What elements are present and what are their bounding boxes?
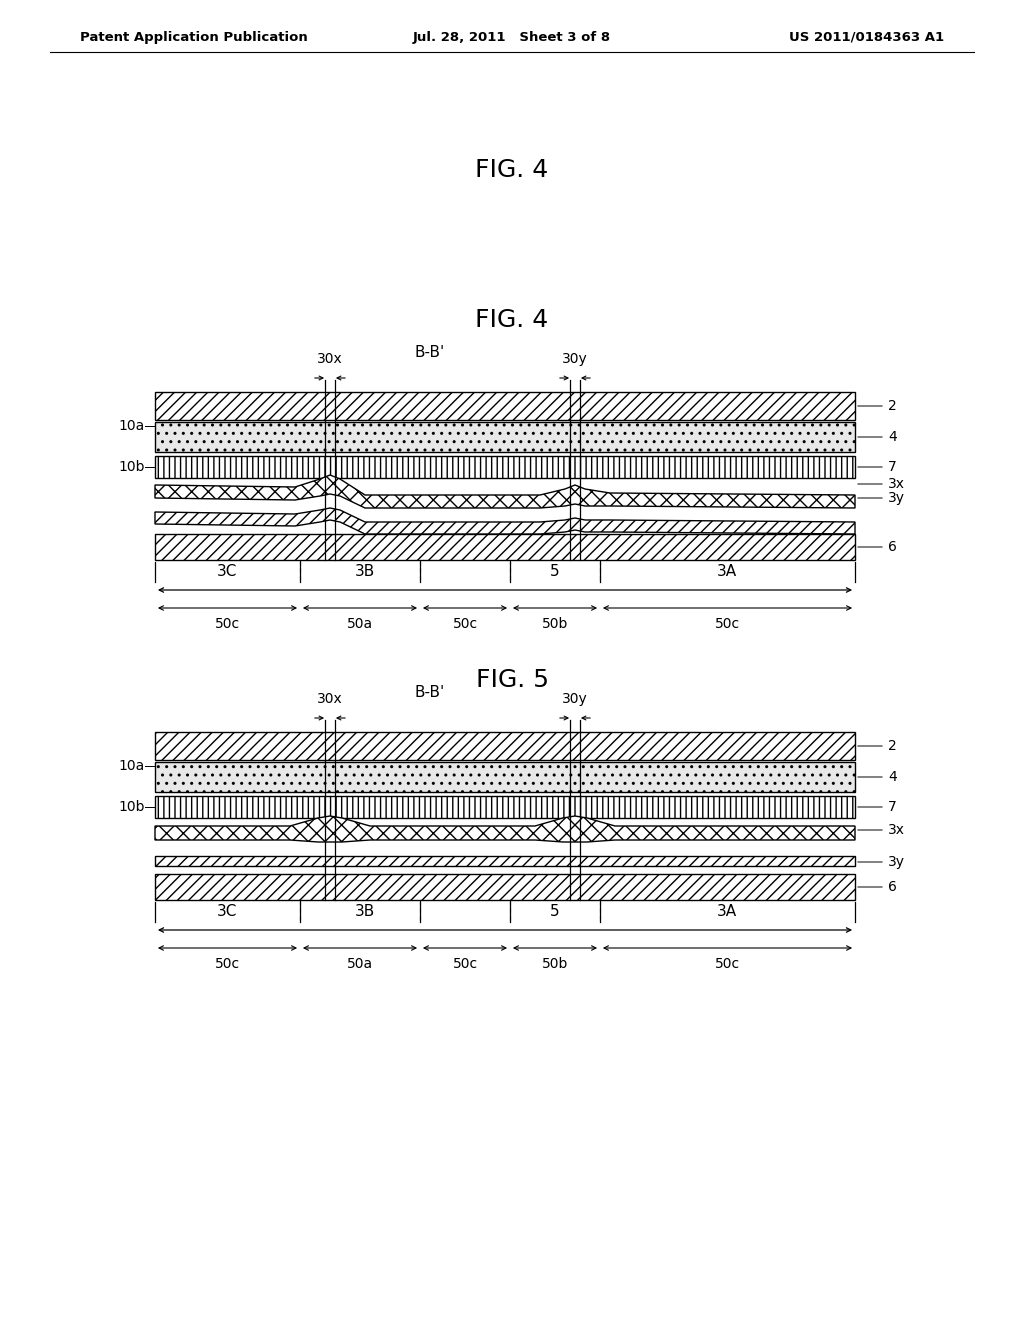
Text: 3C: 3C bbox=[217, 904, 238, 920]
Text: 50a: 50a bbox=[347, 957, 373, 972]
Text: FIG. 5: FIG. 5 bbox=[475, 668, 549, 692]
Polygon shape bbox=[155, 475, 855, 508]
Text: 10a: 10a bbox=[119, 418, 145, 433]
Text: 50b: 50b bbox=[542, 957, 568, 972]
Text: 10b: 10b bbox=[119, 800, 145, 814]
Text: 50c: 50c bbox=[453, 616, 477, 631]
Text: Patent Application Publication: Patent Application Publication bbox=[80, 30, 308, 44]
Bar bbox=[155, 796, 855, 818]
Text: 7: 7 bbox=[888, 459, 897, 474]
Text: 6: 6 bbox=[888, 540, 897, 554]
Text: 3C: 3C bbox=[217, 565, 238, 579]
Text: 3A: 3A bbox=[717, 904, 737, 920]
Text: 30x: 30x bbox=[317, 692, 343, 706]
Bar bbox=[155, 733, 855, 760]
Polygon shape bbox=[155, 508, 855, 535]
Text: 50c: 50c bbox=[215, 616, 240, 631]
Text: 3A: 3A bbox=[717, 565, 737, 579]
Text: 50c: 50c bbox=[715, 957, 740, 972]
Text: Jul. 28, 2011   Sheet 3 of 8: Jul. 28, 2011 Sheet 3 of 8 bbox=[413, 30, 611, 44]
Polygon shape bbox=[155, 816, 855, 842]
Text: 50c: 50c bbox=[453, 957, 477, 972]
Text: 50a: 50a bbox=[347, 616, 373, 631]
Text: 10b: 10b bbox=[119, 459, 145, 474]
Bar bbox=[155, 535, 855, 560]
Bar bbox=[155, 762, 855, 792]
Text: 3B: 3B bbox=[355, 565, 375, 579]
Text: 7: 7 bbox=[888, 800, 897, 814]
Text: 3y: 3y bbox=[888, 491, 905, 506]
Text: 3B: 3B bbox=[355, 904, 375, 920]
Bar bbox=[155, 422, 855, 451]
Text: FIG. 4: FIG. 4 bbox=[475, 158, 549, 182]
Text: 10a: 10a bbox=[119, 759, 145, 774]
Bar bbox=[155, 513, 855, 535]
Text: 30y: 30y bbox=[562, 352, 588, 366]
Text: 2: 2 bbox=[888, 739, 897, 752]
Text: 3y: 3y bbox=[888, 855, 905, 869]
Text: 2: 2 bbox=[888, 399, 897, 413]
Text: 5: 5 bbox=[550, 565, 560, 579]
Bar bbox=[155, 874, 855, 900]
Text: 4: 4 bbox=[888, 430, 897, 444]
Polygon shape bbox=[155, 855, 855, 866]
Text: B-B': B-B' bbox=[415, 345, 445, 360]
Text: 30y: 30y bbox=[562, 692, 588, 706]
Text: FIG. 4: FIG. 4 bbox=[475, 308, 549, 333]
Text: US 2011/0184363 A1: US 2011/0184363 A1 bbox=[788, 30, 944, 44]
Text: 3x: 3x bbox=[888, 822, 905, 837]
Bar bbox=[155, 392, 855, 420]
Text: 50c: 50c bbox=[715, 616, 740, 631]
Text: 5: 5 bbox=[550, 904, 560, 920]
Text: 50b: 50b bbox=[542, 616, 568, 631]
Bar bbox=[155, 455, 855, 478]
Text: 6: 6 bbox=[888, 880, 897, 894]
Text: 30x: 30x bbox=[317, 352, 343, 366]
Text: 3x: 3x bbox=[888, 477, 905, 491]
Text: 50c: 50c bbox=[215, 957, 240, 972]
Text: 4: 4 bbox=[888, 770, 897, 784]
Text: B-B': B-B' bbox=[415, 685, 445, 700]
